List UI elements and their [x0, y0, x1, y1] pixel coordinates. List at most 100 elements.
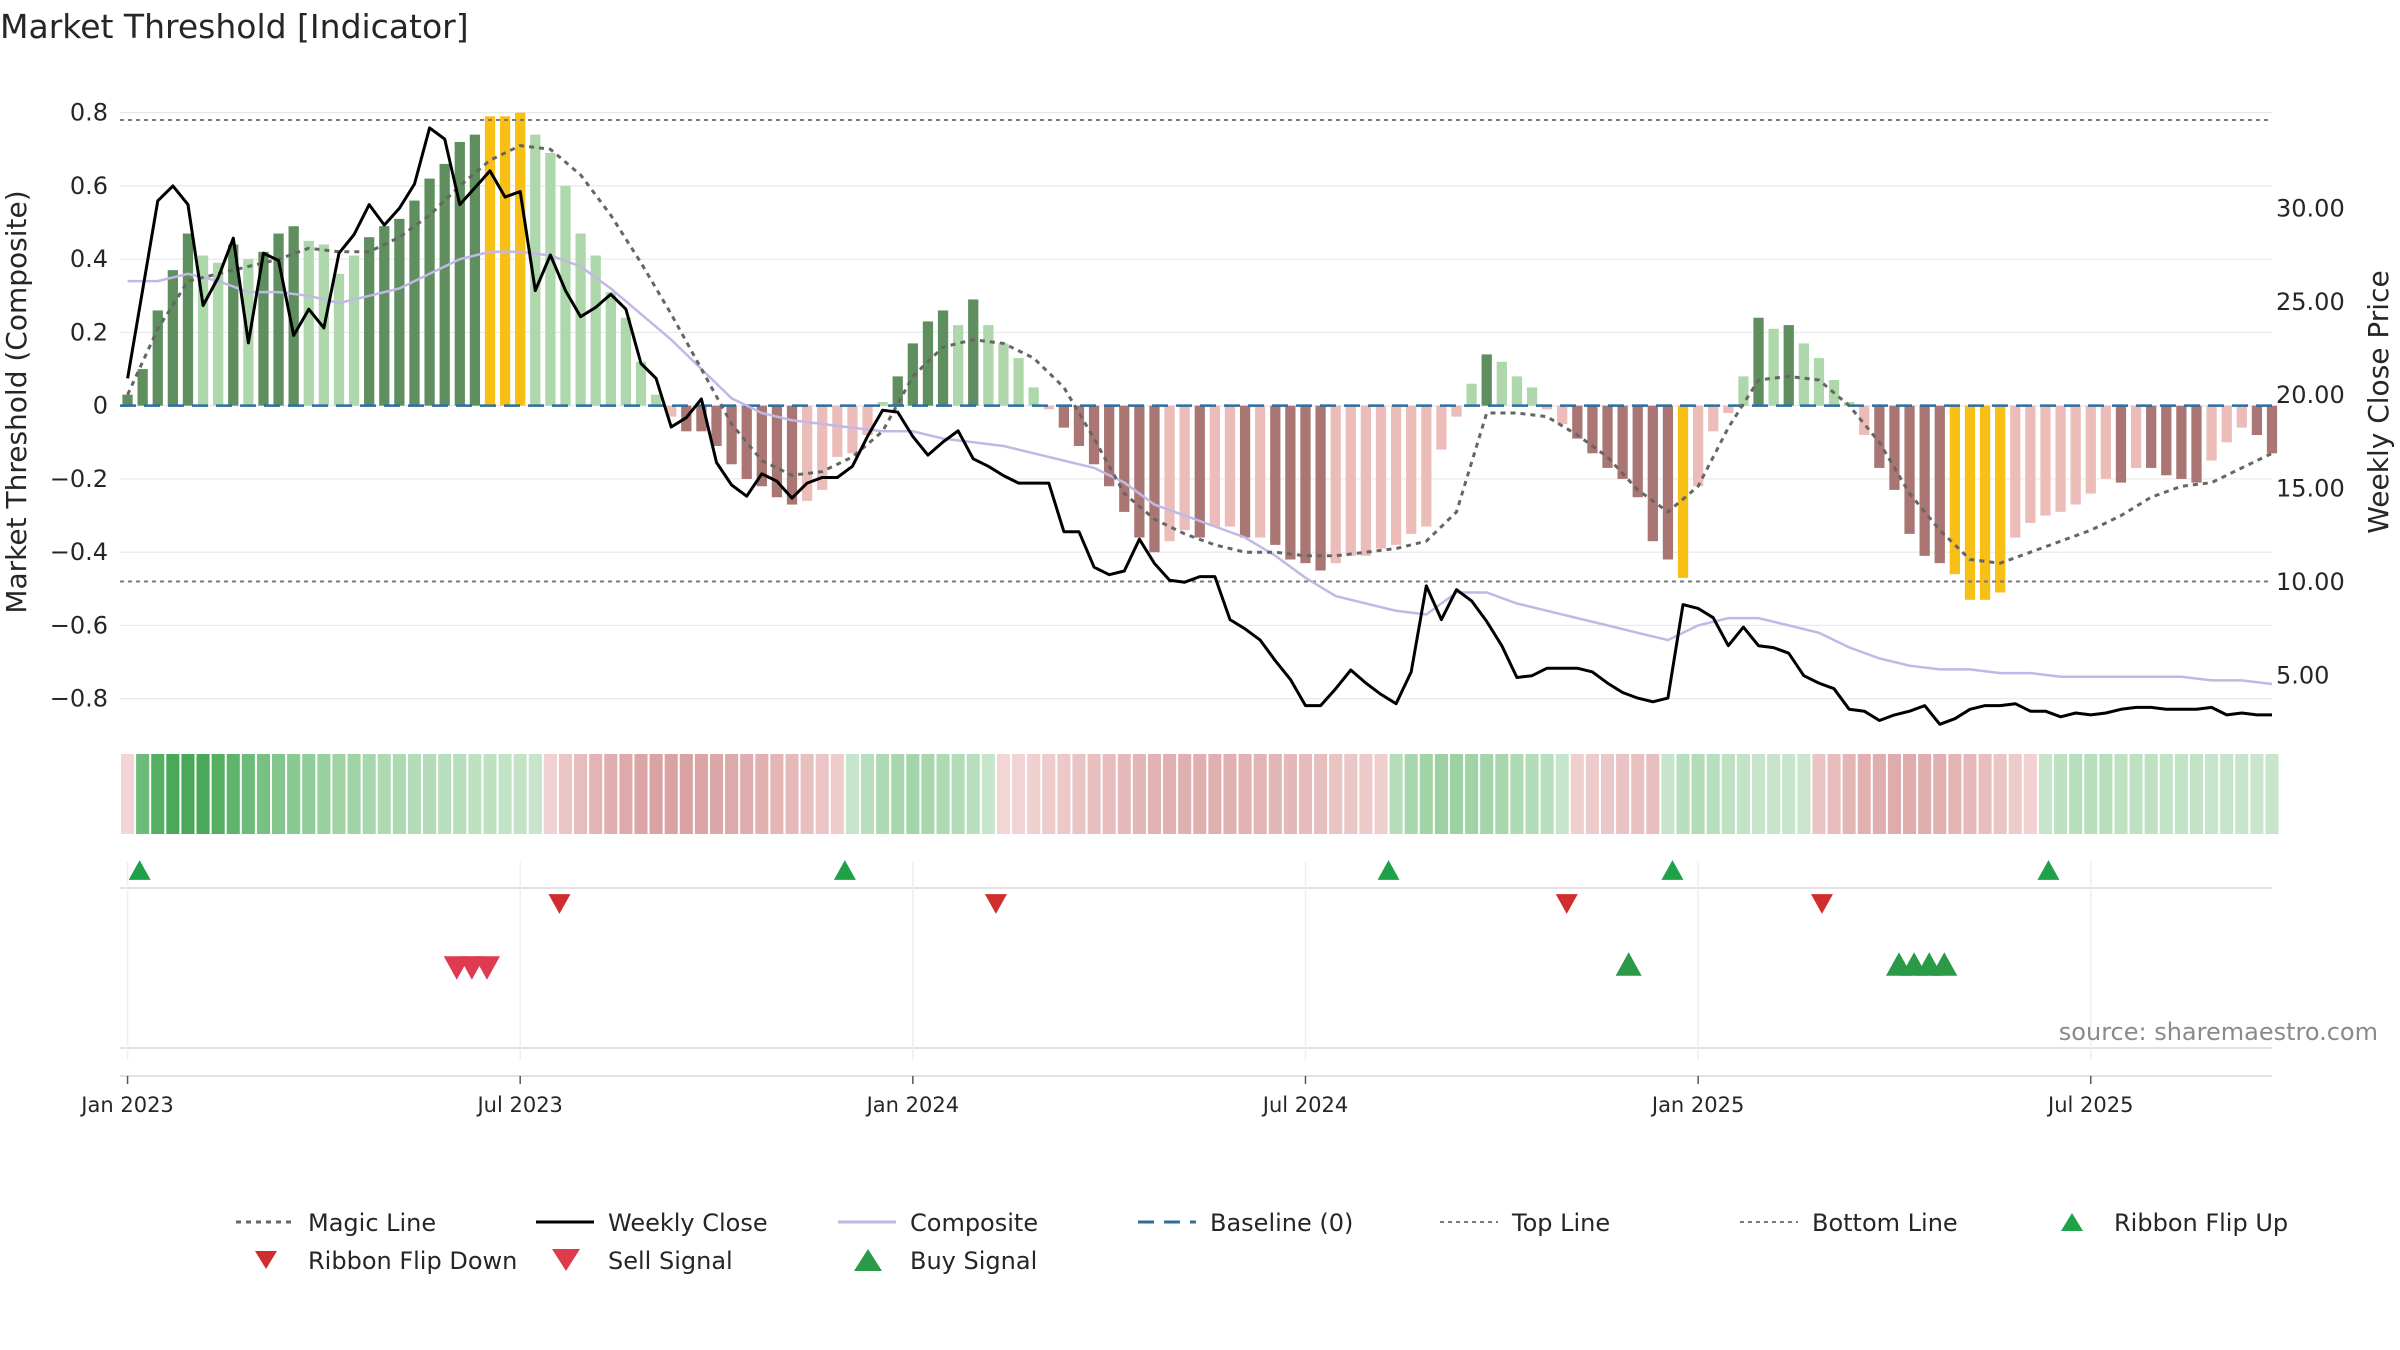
ribbon-flip-down-marker — [1810, 894, 1833, 914]
ribbon-flip-up-marker — [833, 860, 856, 880]
composite-bar — [1104, 405, 1115, 487]
composite-bar — [1647, 405, 1658, 542]
ribbon-cell — [2159, 754, 2173, 834]
buy-signal-marker — [1931, 952, 1958, 976]
ribbon-cell — [740, 754, 754, 834]
ribbon-cell — [1903, 754, 1917, 834]
composite-bar — [1330, 405, 1341, 564]
weekly-close-line — [126, 126, 2272, 726]
ribbon-cell — [1978, 754, 1992, 834]
ribbon-cell — [1268, 754, 1282, 834]
composite-bar — [1421, 405, 1432, 527]
ribbon-cell — [468, 754, 482, 834]
composite-bar — [560, 185, 571, 406]
ribbon-cell — [1782, 754, 1796, 834]
legend-item-composite: Composite — [838, 1209, 1038, 1237]
composite-bar — [635, 361, 647, 406]
ribbon-cell — [1857, 754, 1871, 834]
ribbon-cell — [981, 754, 995, 834]
ribbon-cell — [770, 754, 784, 834]
ribbon-cell — [1887, 754, 1902, 834]
composite-bar — [953, 325, 964, 406]
composite-bar — [1859, 405, 1870, 435]
composite-bar — [1889, 405, 1900, 490]
ribbon-cell — [1419, 754, 1433, 834]
ribbon-flip-up-marker — [2037, 860, 2060, 880]
ribbon-cell — [1706, 754, 1720, 834]
composite-bar — [545, 152, 556, 406]
composite-bar — [2130, 405, 2142, 468]
ribbon-cell — [574, 754, 588, 834]
ribbon-cell — [407, 754, 422, 834]
ribbon-cell — [1087, 754, 1101, 834]
legend-item-close: Weekly Close — [536, 1209, 768, 1237]
ribbon-cell — [1585, 754, 1599, 834]
composite-bar — [832, 405, 843, 457]
composite-bar — [817, 405, 828, 490]
composite-bar — [499, 116, 511, 406]
composite-bar — [2191, 405, 2202, 483]
ribbon-cell — [1298, 754, 1313, 834]
composite-bar — [1677, 405, 1689, 578]
composite-bar — [877, 402, 888, 406]
y-tick-right: 30.00 — [2276, 194, 2345, 222]
ribbon-cell — [1616, 754, 1630, 834]
legend: Magic Line Weekly Close Composite Baseline … — [236, 1209, 2288, 1275]
legend-label: Baseline (0) — [1210, 1209, 1353, 1237]
ribbon-cell — [1208, 754, 1222, 834]
composite-bar — [1073, 405, 1085, 446]
composite-bar — [1783, 325, 1794, 406]
composite-bar — [484, 116, 496, 406]
ribbon-cell — [1178, 754, 1192, 834]
ribbon-cell — [1600, 754, 1615, 834]
ribbon-cell — [2084, 754, 2098, 834]
legend-item-sell: Sell Signal — [552, 1247, 733, 1275]
composite-bar — [1466, 383, 1477, 406]
ribbon-cell — [906, 754, 920, 834]
ribbon-cell — [1147, 754, 1162, 834]
ribbon-cell — [226, 754, 240, 834]
legend-swatch — [2061, 1213, 2083, 1231]
composite-bar — [394, 218, 405, 406]
ribbon-cell — [1117, 754, 1131, 834]
ribbon-cell — [1495, 754, 1509, 834]
composite-bar — [2025, 405, 2036, 523]
ribbon-cell — [498, 754, 512, 834]
composite-bar — [1496, 361, 1507, 406]
composite-bar — [1088, 405, 1100, 465]
composite-bar — [439, 163, 450, 406]
composite-bar — [1300, 405, 1311, 564]
legend-label: Top Line — [1511, 1209, 1610, 1237]
composite-bar — [303, 240, 314, 406]
ribbon-cell — [1827, 754, 1841, 834]
composite-bar — [771, 405, 783, 498]
composite-bar — [288, 226, 299, 406]
composite-bar — [1194, 405, 1205, 538]
composite-bar — [937, 310, 949, 406]
composite-bar — [620, 317, 632, 406]
ribbon-cell — [1933, 754, 1947, 834]
x-tick-label: Jan 2024 — [865, 1093, 960, 1117]
composite-bar — [258, 251, 269, 406]
legend-label: Bottom Line — [1812, 1209, 1958, 1237]
y-tick-left: −0.6 — [50, 611, 108, 639]
ribbon-cell — [996, 754, 1011, 834]
ribbon-cell — [362, 754, 376, 834]
legend-item-magic: Magic Line — [236, 1209, 436, 1237]
composite-bar — [1058, 405, 1069, 428]
chart-title: Market Threshold [Indicator] — [0, 7, 469, 46]
ribbon-cell — [1646, 754, 1660, 834]
composite-bar — [862, 405, 873, 435]
y-tick-left: −0.4 — [50, 538, 108, 566]
x-tick-label: Jul 2023 — [475, 1093, 562, 1117]
ribbon-cell — [2129, 754, 2143, 834]
composite-bar — [1239, 405, 1251, 538]
ribbon-cell — [1631, 754, 1645, 834]
ribbon-flip-up-marker — [1661, 860, 1684, 880]
composite-bar — [2236, 405, 2247, 428]
composite-bar — [1587, 405, 1598, 454]
composite-bar — [454, 141, 465, 406]
legend-item-bottom: Bottom Line — [1740, 1209, 1958, 1237]
composite-bar — [786, 405, 798, 505]
series-lines — [120, 118, 2273, 726]
